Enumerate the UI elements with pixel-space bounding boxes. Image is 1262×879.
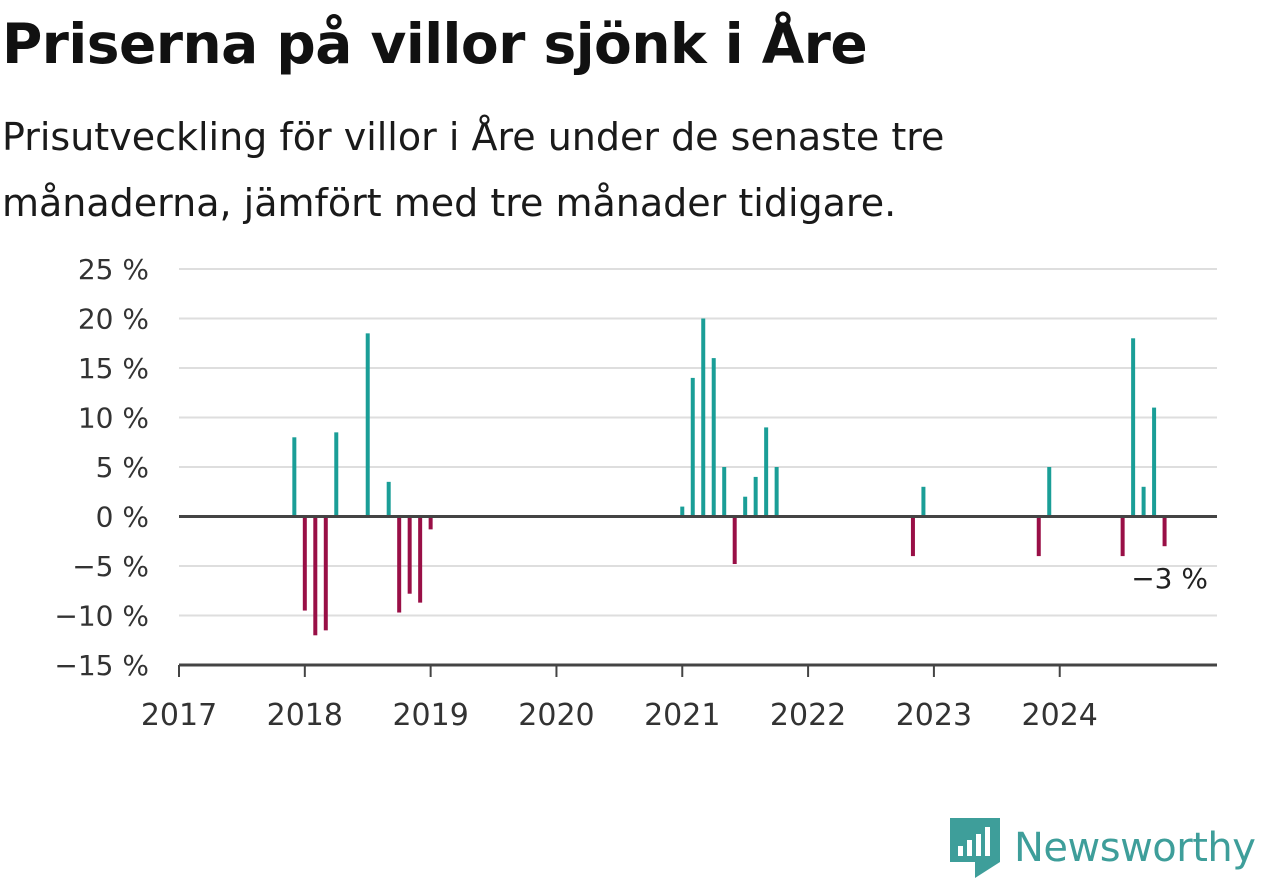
x-tick-label: 2017 bbox=[141, 698, 217, 733]
x-tick-label: 2018 bbox=[267, 698, 343, 733]
y-tick-label: 10 % bbox=[78, 402, 149, 435]
bar bbox=[910, 516, 915, 557]
y-tick-label: −15 % bbox=[54, 649, 149, 682]
x-tick-label: 2022 bbox=[770, 698, 846, 733]
bar bbox=[407, 516, 412, 594]
bar bbox=[1120, 516, 1125, 557]
bar bbox=[323, 516, 328, 631]
x-tick-label: 2019 bbox=[392, 698, 468, 733]
bar bbox=[743, 496, 748, 517]
bar bbox=[313, 516, 318, 636]
bar bbox=[690, 377, 695, 517]
bar bbox=[680, 506, 685, 517]
bar bbox=[711, 358, 716, 517]
x-tick-label: 2020 bbox=[518, 698, 594, 733]
y-tick-label: 0 % bbox=[96, 501, 149, 534]
bar bbox=[701, 318, 706, 517]
bar bbox=[418, 516, 423, 603]
bar bbox=[1152, 407, 1157, 517]
y-tick-label: 25 % bbox=[78, 253, 149, 286]
bar bbox=[753, 476, 758, 517]
y-tick-label: −5 % bbox=[72, 550, 149, 583]
last-value-label: −3 % bbox=[1131, 562, 1208, 595]
bar bbox=[1036, 516, 1041, 557]
newsworthy-chart-icon bbox=[950, 818, 1000, 878]
y-tick-label: −10 % bbox=[54, 600, 149, 633]
bar bbox=[386, 481, 391, 517]
bar bbox=[732, 516, 737, 565]
y-tick-label: 20 % bbox=[78, 303, 149, 336]
bar bbox=[1141, 486, 1146, 517]
bar bbox=[302, 516, 307, 611]
bar bbox=[764, 427, 769, 517]
y-tick-label: 15 % bbox=[78, 352, 149, 385]
x-tick-label: 2024 bbox=[1022, 698, 1098, 733]
bar bbox=[365, 333, 370, 517]
bar bbox=[334, 432, 339, 517]
bar bbox=[1047, 467, 1052, 517]
bar bbox=[292, 437, 297, 517]
bar bbox=[397, 516, 402, 613]
bar bbox=[1131, 338, 1136, 517]
chart-title: Priserna på villor sjönk i Åre bbox=[2, 12, 868, 76]
bar bbox=[428, 516, 433, 530]
newsworthy-logo: Newsworthy bbox=[950, 818, 1256, 878]
brand-name: Newsworthy bbox=[1014, 825, 1256, 871]
x-tick-label: 2023 bbox=[896, 698, 972, 733]
bar bbox=[774, 467, 779, 517]
y-tick-label: 5 % bbox=[96, 451, 149, 484]
x-tick-label: 2021 bbox=[644, 698, 720, 733]
bar bbox=[921, 486, 926, 517]
chart-subtitle: Prisutveckling för villor i Åre under de… bbox=[2, 115, 945, 225]
bar bbox=[1162, 516, 1167, 547]
bar bbox=[722, 467, 727, 517]
